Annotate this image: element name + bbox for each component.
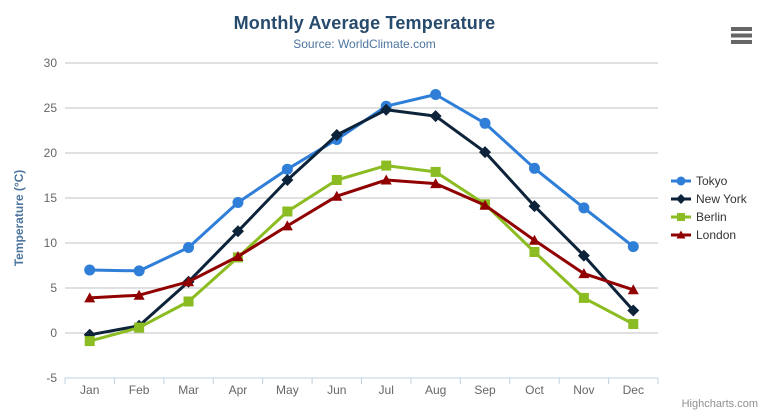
series-line-berlin <box>88 164 635 343</box>
data-point-marker-new-york[interactable] <box>577 249 590 262</box>
data-point-marker-tokyo[interactable] <box>232 197 244 208</box>
legend-symbol[interactable] <box>677 213 685 221</box>
y-axis-title: Temperature (°C) <box>12 169 26 267</box>
credits-link[interactable]: Highcharts.com <box>681 398 758 410</box>
data-point-marker-tokyo[interactable] <box>84 264 96 276</box>
data-point-marker-new-york[interactable] <box>627 304 640 317</box>
data-point-marker-london[interactable] <box>133 289 145 300</box>
chart-subtitle: Source: WorldClimate.com <box>293 37 436 51</box>
legend-label-london: London <box>696 228 737 242</box>
y-axis-tick-label: 10 <box>44 236 58 250</box>
data-point-marker-london[interactable] <box>331 190 343 201</box>
legend-item-london[interactable]: London <box>671 226 747 244</box>
data-point-marker-new-york[interactable] <box>281 174 294 186</box>
data-point-marker-london[interactable] <box>479 199 491 210</box>
data-point-marker-london[interactable] <box>183 276 195 287</box>
data-point-marker-berlin[interactable] <box>430 166 441 177</box>
data-point-marker-london[interactable] <box>528 234 540 245</box>
legend: Tokyo New York Berlin London <box>671 172 747 244</box>
chart-title: Monthly Average Temperature <box>233 13 496 33</box>
data-point-marker-berlin[interactable] <box>381 160 392 171</box>
series-line-london <box>88 178 635 300</box>
data-point-marker-berlin[interactable] <box>282 206 293 217</box>
x-axis-tick-label: May <box>276 383 299 397</box>
data-point-marker-new-york[interactable] <box>479 146 492 159</box>
y-axis-tick-label: -5 <box>46 371 57 385</box>
data-point-marker-berlin[interactable] <box>84 336 95 347</box>
data-point-marker-london[interactable] <box>627 284 639 295</box>
y-axis-tick-label: 5 <box>50 281 57 295</box>
legend-item-berlin[interactable]: Berlin <box>671 208 747 226</box>
y-axis-tick-label: 15 <box>44 191 58 205</box>
data-point-marker-new-york[interactable] <box>231 225 244 238</box>
x-axis-tick-label: Apr <box>229 383 248 397</box>
data-point-marker-berlin[interactable] <box>578 292 589 303</box>
x-axis-tick-label: Jul <box>379 383 394 397</box>
data-point-marker-london[interactable] <box>430 178 442 189</box>
export-menu-button[interactable] <box>729 25 754 46</box>
data-point-marker-london[interactable] <box>281 220 293 231</box>
x-axis-tick-label: Aug <box>425 383 446 397</box>
data-point-marker-new-york[interactable] <box>330 129 343 141</box>
data-point-marker-tokyo[interactable] <box>430 89 442 100</box>
data-point-marker-tokyo[interactable] <box>133 265 145 277</box>
legend-symbol[interactable] <box>676 194 686 204</box>
y-axis-tick-label: 25 <box>44 101 58 115</box>
data-point-marker-tokyo[interactable] <box>281 163 293 175</box>
legend-marker-diamond-icon <box>671 194 691 204</box>
legend-label-new-york: New York <box>696 192 747 206</box>
x-axis-tick-label: Dec <box>623 383 644 397</box>
legend-marker-square-icon <box>671 213 691 221</box>
y-axis-tick-label: 30 <box>44 56 58 70</box>
data-point-marker-berlin[interactable] <box>529 247 540 257</box>
series-line-new-york <box>88 108 635 337</box>
legend-symbol[interactable] <box>676 176 686 186</box>
data-point-marker-london[interactable] <box>578 268 590 279</box>
legend-label-berlin: Berlin <box>696 210 727 224</box>
data-point-marker-tokyo[interactable] <box>183 242 195 253</box>
data-point-marker-berlin[interactable] <box>628 319 639 329</box>
data-point-marker-berlin[interactable] <box>134 322 145 333</box>
x-axis-tick-label: Oct <box>525 383 544 397</box>
legend-item-tokyo[interactable]: Tokyo <box>671 172 747 190</box>
data-point-marker-tokyo[interactable] <box>528 162 540 174</box>
y-axis-tick-label: 20 <box>44 146 58 160</box>
x-axis-tick-label: Jun <box>327 383 346 397</box>
data-point-marker-london[interactable] <box>232 251 244 261</box>
legend-marker-triangle-icon <box>671 230 691 239</box>
data-point-marker-new-york[interactable] <box>380 103 393 116</box>
data-point-marker-new-york[interactable] <box>429 110 442 123</box>
data-point-marker-london[interactable] <box>84 292 96 303</box>
hamburger-menu-icon <box>731 27 752 44</box>
data-point-marker-tokyo[interactable] <box>578 202 590 214</box>
x-axis-tick-label: Mar <box>178 383 199 397</box>
data-point-marker-new-york[interactable] <box>528 200 541 213</box>
data-point-marker-tokyo[interactable] <box>627 241 639 253</box>
data-point-marker-london[interactable] <box>380 174 392 185</box>
legend-label-tokyo: Tokyo <box>696 174 728 188</box>
legend-marker-circle-icon <box>671 176 691 186</box>
y-axis-tick-label: 0 <box>50 326 57 340</box>
legend-item-new-york[interactable]: New York <box>671 190 747 208</box>
x-axis-tick-label: Jan <box>80 383 99 397</box>
x-axis-tick-label: Nov <box>573 383 594 397</box>
data-point-marker-tokyo[interactable] <box>479 117 491 129</box>
data-point-marker-berlin[interactable] <box>183 296 194 307</box>
x-axis-tick-label: Feb <box>129 383 150 397</box>
x-axis-tick-label: Sep <box>474 383 496 397</box>
data-point-marker-berlin[interactable] <box>331 175 342 185</box>
legend-symbol[interactable] <box>676 230 686 239</box>
